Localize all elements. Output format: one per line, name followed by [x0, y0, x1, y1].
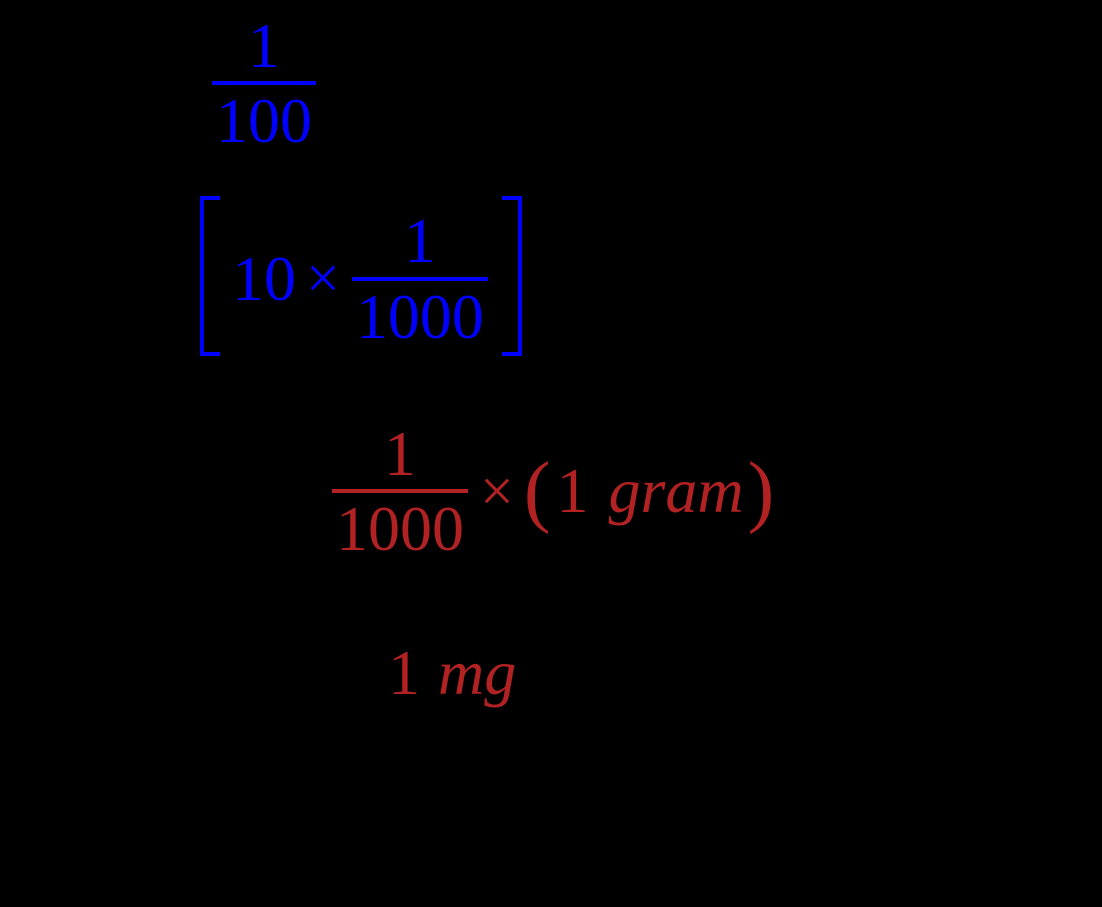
fraction-1-over-100: 1 100 — [210, 12, 318, 154]
multiply-symbol: × — [300, 244, 346, 313]
fraction-1-over-1000: 1 1000 — [350, 207, 490, 349]
literal-ten: 10 — [228, 242, 296, 316]
numerator: 1 — [210, 12, 318, 81]
denominator: 100 — [210, 85, 318, 154]
left-square-bracket-icon — [196, 196, 224, 361]
numerator: 1 — [330, 420, 470, 489]
math-derivation: 1 100 10 × 1 1000 1 1000 — [0, 0, 1102, 907]
fraction-1-over-1000: 1 1000 — [330, 420, 470, 562]
right-square-bracket-icon — [494, 196, 526, 361]
expr-line-1: 1 100 — [210, 12, 318, 154]
numerator: 1 — [350, 207, 490, 276]
denominator: 1000 — [350, 281, 490, 350]
expr-line-3: 1 1000 × ( 1 gram ) — [330, 420, 774, 562]
multiply-symbol: × — [474, 457, 520, 526]
expr-line-4: 1 mg — [388, 636, 516, 710]
unit-gram: gram — [594, 454, 743, 528]
literal-one: 1 — [554, 454, 590, 528]
expr-line-2: 10 × 1 1000 — [196, 196, 526, 361]
denominator: 1000 — [330, 493, 470, 562]
literal-one: 1 — [388, 636, 420, 710]
unit-mg: mg — [424, 636, 516, 710]
